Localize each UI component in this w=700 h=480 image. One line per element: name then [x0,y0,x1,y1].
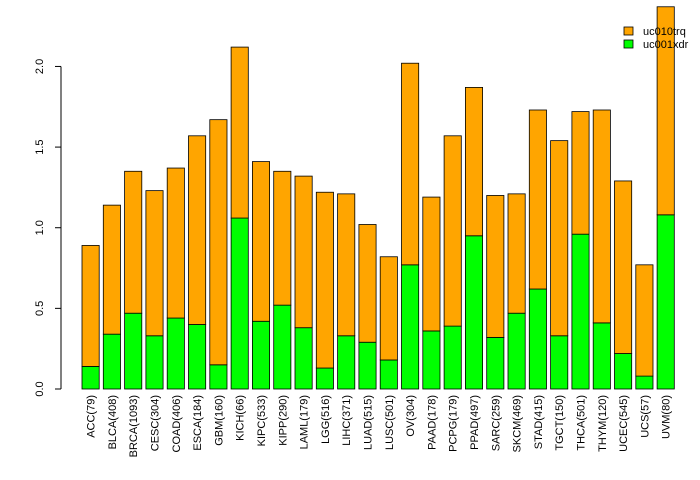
x-tick-label: ACC(79) [86,395,98,438]
x-tick-label: THCA(501) [576,395,588,451]
bar-uc010trq-KIPC(533) [251,161,270,322]
x-tick-label: PCPG(179) [448,395,460,452]
bar-uc001xdr-THYM(120) [592,322,611,390]
bar-uc001xdr-LAML(179) [294,327,313,390]
x-tick-label: PAAD(178) [426,395,438,450]
bar-uc010trq-SKCM(469) [507,193,526,314]
bar-uc001xdr-ESCA(184) [188,324,207,390]
bar-uc001xdr-OV(304) [401,264,420,390]
bar-uc001xdr-STAD(415) [528,288,547,390]
bar-uc010trq-LUSC(501) [379,256,398,361]
bar-uc001xdr-PPAD(497) [464,235,483,390]
x-tick-label: THYM(120) [597,395,609,452]
bar-uc001xdr-SARC(259) [486,336,505,390]
bar-uc001xdr-UCEC(545) [614,353,633,390]
legend-swatch-uc001xdr [623,39,634,49]
bar-uc001xdr-PCPG(179) [443,325,462,390]
bar-uc010trq-UVM(80) [656,6,675,216]
bar-uc001xdr-UVM(80) [656,214,675,390]
x-tick-label: BLCA(408) [107,395,119,449]
bar-uc010trq-GBM(160) [209,119,228,366]
legend-label: uc001xdr [643,39,689,51]
bar-uc001xdr-SKCM(469) [507,312,526,390]
bar-uc010trq-THCA(501) [571,111,590,235]
bar-uc010trq-KIPP(290) [273,170,292,306]
x-tick-label: CESC(304) [150,395,162,451]
x-tick-label: UVM(80) [661,395,673,439]
x-tick-label: LGG(516) [320,395,332,444]
x-tick-label: STAD(415) [533,395,545,449]
bar-uc010trq-SARC(259) [486,195,505,338]
bar-uc010trq-OV(304) [401,62,420,266]
bar-uc010trq-COAD(406) [166,167,185,319]
bar-uc010trq-CESC(304) [145,190,164,337]
bar-uc001xdr-CESC(304) [145,335,164,390]
x-tick-label: UCS(57) [639,395,651,438]
bars-group [81,6,675,390]
bar-uc001xdr-COAD(406) [166,317,185,390]
bar-uc010trq-PCPG(179) [443,135,462,327]
y-tick-label: 1.5 [34,139,46,154]
bar-uc010trq-UCS(57) [635,264,654,377]
bar-uc010trq-ACC(79) [81,245,100,367]
bar-uc001xdr-LUAD(515) [358,341,377,390]
legend-label: uc010trq [643,26,686,38]
bar-uc010trq-BLCA(408) [102,204,121,335]
x-tick-label: KIPC(533) [256,395,268,446]
bar-uc001xdr-ACC(79) [81,366,100,390]
x-tick-label: KICH(66) [235,395,247,441]
y-tick-label: 1.0 [34,220,46,235]
y-axis: 0.0 0.5 1.0 1.5 2.0 [34,59,62,397]
x-tick-label: OV(304) [405,395,417,437]
bar-uc001xdr-THCA(501) [571,233,590,390]
bar-uc010trq-LIHC(371) [337,193,356,337]
x-tick-label: LUSC(501) [384,395,396,450]
x-tick-label: ESCA(184) [192,395,204,451]
bar-uc010trq-TGCT(150) [550,140,569,337]
bar-uc010trq-STAD(415) [528,109,547,290]
y-tick-label: 0.0 [34,381,46,396]
x-tick-label: COAD(406) [171,395,183,452]
bar-uc010trq-PPAD(497) [464,87,483,237]
bar-uc001xdr-LUSC(501) [379,359,398,390]
x-tick-label: UCEC(545) [618,395,630,452]
bar-uc010trq-ESCA(184) [188,135,207,325]
x-tick-label: KIPP(290) [277,395,289,446]
bar-uc010trq-LAML(179) [294,175,313,329]
x-axis-labels: ACC(79) BLCA(408) BRCA(1093) CESC(304) COAD(… [86,395,673,457]
y-tick-label: 0.5 [34,301,46,316]
x-tick-label: TGCT(150) [554,395,566,451]
bar-uc001xdr-LGG(516) [315,367,334,390]
bar-uc010trq-PAAD(178) [422,196,441,332]
bar-uc010trq-UCEC(545) [614,180,633,354]
x-tick-label: LIHC(371) [341,395,353,446]
bar-uc001xdr-KICH(66) [230,217,249,390]
bar-uc010trq-BRCA(1093) [124,170,143,314]
bar-uc001xdr-BLCA(408) [102,333,121,390]
x-tick-label: PPAD(497) [469,395,481,450]
legend-swatch-uc010trq [623,26,634,36]
bar-uc010trq-KICH(66) [230,46,249,219]
bar-uc001xdr-KIPC(533) [251,320,270,390]
x-tick-label: BRCA(1093) [128,395,140,457]
x-tick-label: SKCM(469) [512,395,524,452]
bar-uc001xdr-GBM(160) [209,364,228,390]
bar-uc001xdr-TGCT(150) [550,335,569,390]
x-tick-label: LUAD(515) [363,395,375,450]
y-tick-label: 2.0 [34,59,46,74]
bar-uc001xdr-BRCA(1093) [124,312,143,390]
bar-uc001xdr-LIHC(371) [337,335,356,390]
x-tick-label: SARC(259) [490,395,502,451]
bar-uc010trq-LGG(516) [315,191,334,369]
bar-uc010trq-THYM(120) [592,109,611,324]
x-tick-label: LAML(179) [299,395,311,449]
x-tick-label: GBM(160) [213,395,225,446]
bar-uc010trq-LUAD(515) [358,224,377,343]
bar-uc001xdr-KIPP(290) [273,304,292,390]
bar-uc001xdr-PAAD(178) [422,330,441,390]
bar-uc001xdr-UCS(57) [635,375,654,390]
